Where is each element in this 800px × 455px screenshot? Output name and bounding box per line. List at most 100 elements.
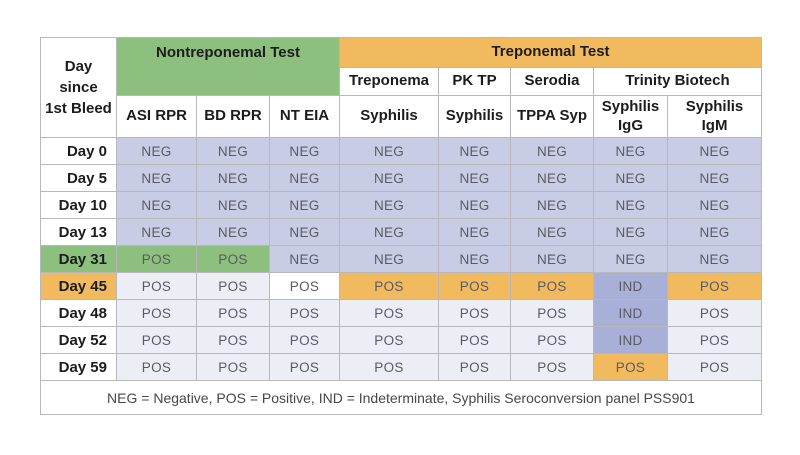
- result-cell: NEG: [268, 137, 341, 165]
- result-cell: NEG: [667, 137, 763, 165]
- result-cell: NEG: [116, 137, 197, 165]
- seroconversion-table: Day since 1st Bleed Nontreponemal Test T…: [39, 37, 763, 415]
- result-cell: IND: [593, 326, 669, 354]
- result-cell: POS: [268, 272, 341, 300]
- table-row: Day 31 POS POS NEG NEG NEG NEG NEG NEG: [40, 245, 763, 273]
- day-label-cell: Day 0: [40, 137, 117, 165]
- test-treponema-syphilis: Syphilis: [339, 95, 440, 138]
- result-cell: NEG: [438, 191, 512, 219]
- result-cell: NEG: [667, 191, 763, 219]
- vendor-serodia: Serodia: [510, 67, 595, 96]
- result-cell: NEG: [116, 164, 197, 192]
- result-cell: POS: [339, 272, 440, 300]
- result-cell: NEG: [593, 137, 669, 165]
- result-cell: NEG: [593, 245, 669, 273]
- result-cell: NEG: [667, 245, 763, 273]
- result-cell: POS: [667, 353, 763, 381]
- result-cell: POS: [510, 353, 595, 381]
- legend-row: NEG = Negative, POS = Positive, IND = In…: [39, 380, 763, 415]
- result-cell: NEG: [510, 218, 595, 246]
- test-syphilis-igg: Syphilis IgG: [593, 95, 669, 138]
- result-cell: NEG: [667, 164, 763, 192]
- result-cell: POS: [438, 326, 512, 354]
- test-nt-eia: NT EIA: [268, 95, 341, 138]
- day-label-cell: Day 13: [40, 218, 117, 246]
- result-cell: NEG: [438, 245, 512, 273]
- result-cell: NEG: [196, 191, 270, 219]
- treponemal-group-header: Treponemal Test: [339, 37, 763, 68]
- result-cell: POS: [196, 353, 270, 381]
- result-cell: NEG: [268, 245, 341, 273]
- legend-text: NEG = Negative, POS = Positive, IND = In…: [39, 380, 763, 415]
- result-cell: POS: [196, 299, 270, 327]
- result-cell: POS: [268, 326, 341, 354]
- test-asi-rpr: ASI RPR: [116, 95, 197, 138]
- result-cell: POS: [196, 272, 270, 300]
- result-cell: NEG: [196, 218, 270, 246]
- result-cell: NEG: [510, 191, 595, 219]
- result-cell: IND: [593, 299, 669, 327]
- result-cell: POS: [196, 245, 270, 273]
- result-cell: NEG: [339, 137, 440, 165]
- result-cell: POS: [116, 245, 197, 273]
- result-cell: POS: [116, 326, 197, 354]
- table-row: Day 5 NEG NEG NEG NEG NEG NEG NEG NEG: [40, 164, 763, 192]
- result-cell: POS: [339, 299, 440, 327]
- result-cell: POS: [268, 299, 341, 327]
- result-cell: NEG: [268, 191, 341, 219]
- result-cell: POS: [510, 299, 595, 327]
- vendor-trinity-biotech: Trinity Biotech: [593, 67, 763, 96]
- result-cell: POS: [116, 353, 197, 381]
- result-cell: NEG: [196, 164, 270, 192]
- test-tppa-syp: TPPA Syp: [510, 95, 595, 138]
- result-cell: NEG: [339, 164, 440, 192]
- result-cell: NEG: [510, 164, 595, 192]
- day-header-line1: Day since: [59, 58, 98, 96]
- result-cell: NEG: [510, 245, 595, 273]
- result-cell: NEG: [116, 218, 197, 246]
- nontreponemal-group-header: Nontreponemal Test: [115, 37, 341, 96]
- day-since-bleed-header: Day since 1st Bleed: [40, 37, 117, 138]
- result-cell: NEG: [268, 218, 341, 246]
- table-row: Day 48 POS POS POS POS POS POS IND POS: [40, 299, 763, 327]
- result-cell: POS: [593, 353, 669, 381]
- result-cell: POS: [339, 353, 440, 381]
- table-row: Day 52 POS POS POS POS POS POS IND POS: [40, 326, 763, 354]
- result-cell: POS: [438, 353, 512, 381]
- result-cell: POS: [339, 326, 440, 354]
- table-row: Day 59 POS POS POS POS POS POS POS POS: [40, 353, 763, 381]
- day-label-cell: Day 31: [40, 245, 117, 273]
- result-cell: POS: [667, 326, 763, 354]
- result-cell: NEG: [339, 218, 440, 246]
- vendor-header-row: Treponema PK TP Serodia Trinity Biotech: [41, 67, 763, 96]
- result-cell: POS: [268, 353, 341, 381]
- result-cell: NEG: [268, 164, 341, 192]
- result-cell: NEG: [116, 191, 197, 219]
- day-label-cell: Day 52: [40, 326, 117, 354]
- day-header-line2: 1st Bleed: [45, 100, 112, 117]
- day-label-cell: Day 59: [40, 353, 117, 381]
- result-cell: NEG: [438, 137, 512, 165]
- day-label-cell: Day 48: [40, 299, 117, 327]
- result-cell: NEG: [339, 191, 440, 219]
- group-header-row: Day since 1st Bleed Nontreponemal Test T…: [40, 37, 763, 138]
- result-cell: POS: [116, 272, 197, 300]
- result-cell: NEG: [667, 218, 763, 246]
- result-cell: POS: [510, 272, 595, 300]
- test-pktp-syphilis: Syphilis: [438, 95, 512, 138]
- result-cell: POS: [438, 299, 512, 327]
- result-cell: POS: [116, 299, 197, 327]
- result-cell: NEG: [593, 218, 669, 246]
- day-label-cell: Day 10: [40, 191, 117, 219]
- result-cell: NEG: [438, 218, 512, 246]
- table-row: Day 13 NEG NEG NEG NEG NEG NEG NEG NEG: [40, 218, 763, 246]
- result-cell: NEG: [593, 164, 669, 192]
- test-header-row: ASI RPR BD RPR NT EIA Syphilis Syphilis …: [41, 95, 763, 138]
- result-cell: NEG: [196, 137, 270, 165]
- result-cell: NEG: [339, 245, 440, 273]
- table-row: Day 0 NEG NEG NEG NEG NEG NEG NEG NEG: [40, 137, 763, 165]
- result-cell: POS: [510, 326, 595, 354]
- day-label-cell: Day 5: [40, 164, 117, 192]
- test-bd-rpr: BD RPR: [196, 95, 270, 138]
